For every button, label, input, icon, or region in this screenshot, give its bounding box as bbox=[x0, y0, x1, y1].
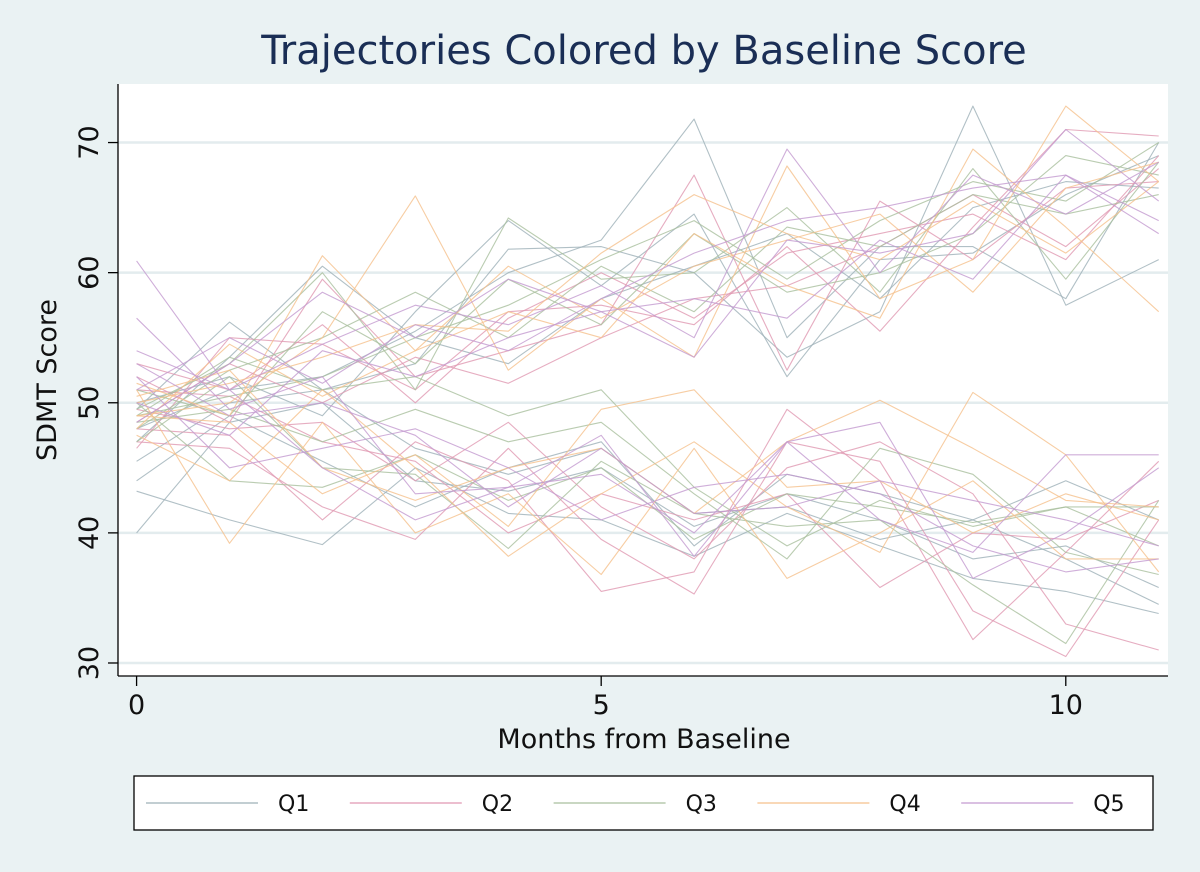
grid-lines bbox=[118, 141, 1168, 665]
series-line-q3-4 bbox=[136, 356, 1159, 547]
y-tick-label-60: 60 bbox=[74, 255, 105, 289]
series-line-q1-6 bbox=[136, 118, 1160, 430]
series-line-q4-1 bbox=[136, 389, 1159, 579]
y-tick-label-30: 30 bbox=[74, 646, 105, 680]
series-line-q4-3 bbox=[136, 389, 1159, 534]
y-axis-ticks: 30 40 50 60 70 bbox=[74, 125, 118, 680]
plot-area bbox=[118, 84, 1168, 676]
series-line-q3-8 bbox=[136, 142, 1159, 417]
series-line-q2-7 bbox=[136, 168, 1160, 423]
series-line-q1-1 bbox=[136, 467, 1159, 615]
series-line-q3-6 bbox=[136, 194, 1159, 430]
series-lines bbox=[136, 105, 1160, 658]
series-line-q5-4 bbox=[136, 376, 1159, 573]
series-line-q5-6 bbox=[136, 174, 1159, 423]
x-tick-label-0: 0 bbox=[128, 690, 145, 721]
series-line-q2-3 bbox=[136, 408, 1159, 651]
x-axis-ticks: 0 5 10 bbox=[128, 676, 1083, 721]
series-line-q1-3 bbox=[136, 415, 1159, 547]
x-axis-title: Months from Baseline bbox=[497, 724, 790, 755]
legend-label-q5: Q5 bbox=[1093, 792, 1124, 817]
x-tick-label-5: 5 bbox=[593, 690, 610, 721]
y-axis-title: SDMT Score bbox=[32, 299, 63, 461]
x-tick-label-10: 10 bbox=[1049, 690, 1083, 721]
series-line-q3-1 bbox=[136, 376, 1160, 645]
series-line-q2-8 bbox=[136, 155, 1160, 404]
legend: Q1 Q2 Q3 Q4 Q5 bbox=[146, 792, 1125, 817]
series-line-q5-3 bbox=[136, 363, 1159, 547]
series-line-q5-1 bbox=[136, 260, 1160, 579]
series-line-q4-7 bbox=[136, 161, 1159, 430]
legend-label-q2: Q2 bbox=[482, 792, 513, 817]
series-line-q5-7 bbox=[136, 128, 1160, 436]
y-tick-label-40: 40 bbox=[74, 516, 105, 550]
series-line-q3-7 bbox=[136, 155, 1159, 417]
series-line-q2-4 bbox=[136, 389, 1159, 589]
series-line-q2-1 bbox=[136, 408, 1160, 641]
series-line-q4-6 bbox=[136, 105, 1160, 417]
series-line-q2-5 bbox=[136, 174, 1159, 423]
legend-label-q3: Q3 bbox=[686, 792, 717, 817]
y-tick-label-70: 70 bbox=[74, 125, 105, 159]
series-line-q4-8 bbox=[136, 181, 1160, 404]
series-line-q2-2 bbox=[136, 441, 1160, 658]
legend-label-q4: Q4 bbox=[889, 792, 920, 817]
series-line-q3-3 bbox=[136, 408, 1159, 576]
y-tick-label-50: 50 bbox=[74, 386, 105, 420]
series-line-q4-5 bbox=[136, 148, 1160, 417]
series-line-q1-2 bbox=[136, 402, 1159, 589]
chart-title: Trajectories Colored by Baseline Score bbox=[260, 28, 1027, 74]
legend-label-q1: Q1 bbox=[278, 792, 309, 817]
series-line-q5-5 bbox=[136, 148, 1159, 391]
series-line-q5-8 bbox=[136, 174, 1159, 391]
